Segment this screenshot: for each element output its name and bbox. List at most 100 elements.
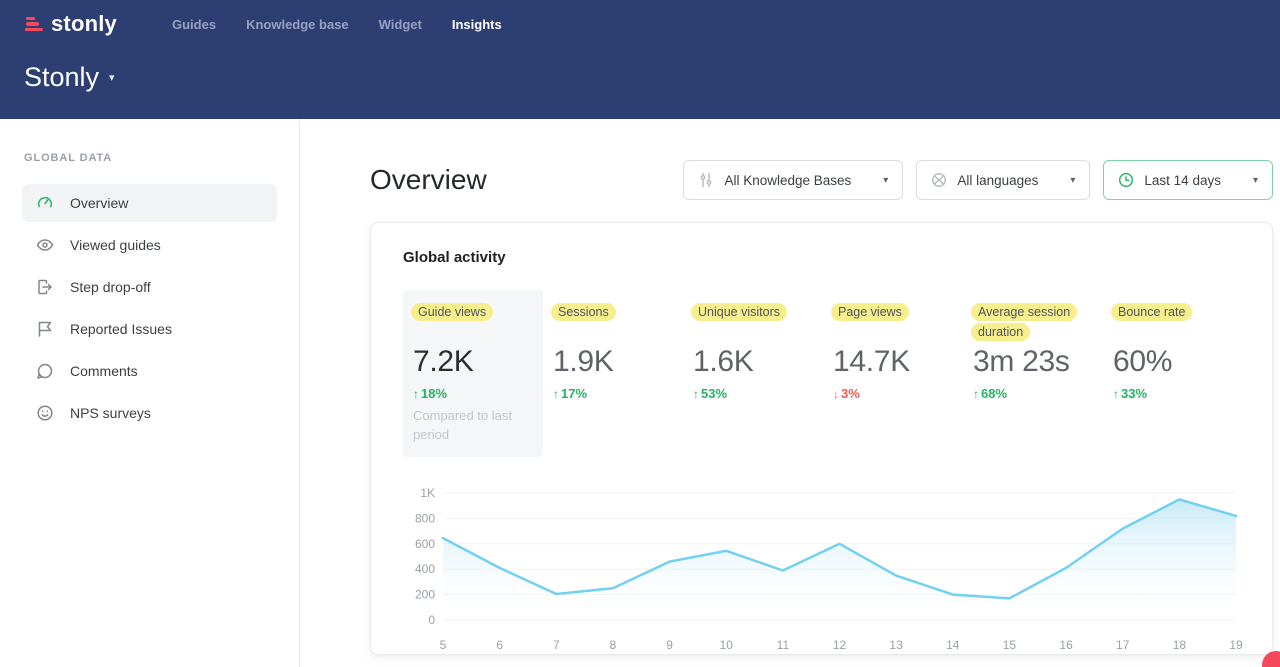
x-tick-label: 16 [1059, 638, 1073, 652]
trend-arrow-icon: ↑ [1113, 387, 1119, 401]
sliders-icon [698, 172, 714, 188]
main-header: Overview All Knowledge Bases ▾ All langu… [370, 160, 1273, 200]
nav-item-guides[interactable]: Guides [172, 16, 217, 32]
primary-nav-row: stonly Guides Knowledge base Widget Insi… [0, 0, 1280, 40]
sidebar-item-viewed-guides[interactable]: Viewed guides [22, 226, 277, 264]
x-tick-label: 10 [720, 638, 734, 652]
card-title: Global activity [403, 249, 506, 266]
sidebar-section-label: GLOBAL DATA [24, 152, 113, 164]
x-tick-label: 17 [1116, 638, 1130, 652]
x-tick-label: 9 [666, 638, 673, 652]
metric-label: Average session duration [971, 303, 1078, 341]
sidebar-item-label: Viewed guides [70, 237, 161, 253]
primary-nav: Guides Knowledge base Widget Insights [172, 17, 502, 32]
workspace-row: Stonly ▾ [0, 40, 1280, 93]
clock-icon [1118, 172, 1134, 188]
metric-change: ↑ 17% [553, 386, 588, 401]
sidebar-item-label: Overview [70, 195, 129, 211]
chevron-down-icon[interactable]: ▾ [109, 72, 115, 84]
trend-arrow-icon: ↓ [833, 387, 839, 401]
comment-icon [36, 362, 54, 380]
trend-arrow-icon: ↑ [973, 387, 979, 401]
metric-sessions[interactable]: Sessions 1.9K ↑ 17% [543, 290, 683, 457]
activity-line-chart: 0 200 400 600 800 1K 5 6 7 8 9 10 11 12 13 14 15 16 17 18 19 [415, 486, 1243, 652]
filter-dropdown-all-languages[interactable]: All languages ▾ [916, 160, 1091, 200]
filter-bar: All Knowledge Bases ▾ All languages ▾ La [683, 160, 1273, 200]
global-activity-card: Global activity Guide views 7.2K ↑ 18% Co… [370, 222, 1273, 655]
metric-page-views[interactable]: Page views 14.7K ↓ 3% [823, 290, 963, 457]
data-line [441, 497, 1238, 600]
sidebar-item-overview[interactable]: Overview [22, 184, 277, 222]
filter-dropdown-all-knowledge-bases[interactable]: All Knowledge Bases ▾ [683, 160, 904, 200]
y-tick-label: 200 [415, 587, 435, 601]
metric-change: ↓ 3% [833, 386, 860, 401]
nav-item-widget[interactable]: Widget [378, 16, 422, 32]
metric-label: Unique visitors [691, 303, 787, 321]
metric-label: Sessions [551, 303, 616, 321]
x-tick-label: 13 [889, 638, 903, 652]
workspace-title[interactable]: Stonly [24, 62, 100, 92]
metric-label: Guide views [411, 303, 494, 321]
y-tick-label: 600 [415, 536, 435, 550]
metric-value: 1.9K [553, 345, 614, 378]
sidebar-item-nps-surveys[interactable]: NPS surveys [22, 394, 277, 432]
sidebar-item-comments[interactable]: Comments [22, 352, 277, 390]
nav-item-insights[interactable]: Insights [451, 16, 502, 32]
smiley-icon [36, 404, 54, 422]
metric-change: ↑ 68% [973, 386, 1008, 401]
metric-value: 60% [1113, 345, 1173, 378]
x-tick-label: 15 [1003, 638, 1017, 652]
sidebar-nav: Overview Viewed guides Step drop-off [22, 184, 277, 432]
metric-bounce-rate[interactable]: Bounce rate 60% ↑ 33% [1103, 290, 1243, 457]
metric-note: Compared to last period [413, 408, 512, 442]
y-tick-label: 1K [420, 486, 435, 500]
sidebar-item-reported-issues[interactable]: Reported Issues [22, 310, 277, 348]
metric-average-session-duration[interactable]: Average session duration 3m 23s ↑ 68% [963, 290, 1103, 457]
sidebar-item-label: Step drop-off [70, 279, 151, 295]
y-tick-label: 0 [428, 613, 435, 627]
x-tick-label: 7 [553, 638, 560, 652]
x-tick-label: 14 [946, 638, 960, 652]
chevron-down-icon: ▾ [1070, 174, 1076, 186]
x-tick-label: 12 [833, 638, 847, 652]
metric-change: ↑ 18% [413, 386, 448, 401]
page-title: Overview [370, 164, 487, 195]
x-tick-label: 5 [440, 638, 447, 652]
trend-arrow-icon: ↑ [413, 387, 419, 401]
metric-label: Bounce rate [1111, 303, 1193, 321]
x-tick-label: 19 [1229, 638, 1243, 652]
eye-icon [36, 236, 54, 254]
x-tick-label: 8 [610, 638, 617, 652]
metrics-row: Guide views 7.2K ↑ 18% Compared to last p… [403, 290, 1243, 457]
x-tick-label: 11 [777, 638, 790, 652]
filter-label: All languages [957, 172, 1039, 188]
chevron-down-icon: ▾ [883, 174, 889, 186]
metric-value: 14.7K [833, 345, 910, 378]
filter-label: All Knowledge Bases [724, 172, 852, 188]
stonly-logo[interactable]: stonly [24, 11, 117, 37]
gauge-icon [36, 194, 54, 212]
sidebar-item-step-drop-off[interactable]: Step drop-off [22, 268, 277, 306]
metric-unique-visitors[interactable]: Unique visitors 1.6K ↑ 53% [683, 290, 823, 457]
metric-value: 3m 23s [973, 345, 1070, 378]
chevron-down-icon: ▾ [1252, 174, 1258, 186]
top-navbar: stonly Guides Knowledge base Widget Insi… [0, 0, 1280, 119]
metric-value: 7.2K [413, 345, 474, 378]
filter-label: Last 14 days [1144, 172, 1221, 188]
nav-item-knowledge-base[interactable]: Knowledge base [246, 16, 349, 32]
logo-text: stonly [51, 11, 117, 36]
trend-arrow-icon: ↑ [693, 387, 699, 401]
globe-icon [931, 172, 947, 188]
filter-dropdown-last-14-days[interactable]: Last 14 days ▾ [1103, 160, 1273, 200]
y-tick-label: 800 [415, 511, 435, 525]
trend-arrow-icon: ↑ [553, 387, 559, 401]
area-fill [443, 499, 1236, 620]
sidebar-item-label: NPS surveys [70, 405, 151, 421]
sidebar-item-label: Comments [70, 363, 138, 379]
stonly-logo-icon [24, 16, 44, 32]
metric-value: 1.6K [693, 345, 754, 378]
sidebar: GLOBAL DATA Overview Viewed guides [0, 119, 300, 667]
guide-views-chart[interactable]: 0 200 400 600 800 1K 5 6 7 8 9 10 11 12 13 14 15 16 17 18 19 [403, 481, 1243, 667]
metric-guide-views[interactable]: Guide views 7.2K ↑ 18% Compared to last p… [403, 290, 543, 457]
